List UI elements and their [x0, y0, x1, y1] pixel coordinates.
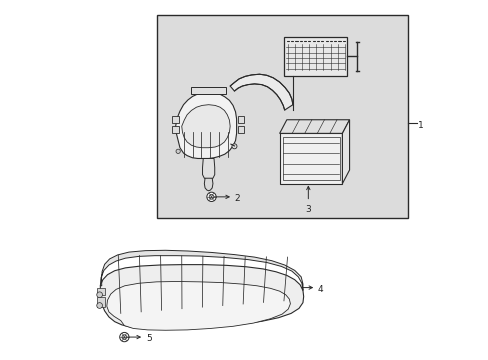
- FancyBboxPatch shape: [97, 297, 104, 307]
- Circle shape: [209, 194, 213, 199]
- FancyBboxPatch shape: [97, 288, 104, 296]
- Circle shape: [231, 144, 237, 149]
- FancyBboxPatch shape: [172, 126, 178, 134]
- Circle shape: [176, 149, 180, 153]
- Text: 2: 2: [234, 194, 240, 203]
- Circle shape: [97, 292, 102, 298]
- Text: 5: 5: [145, 334, 151, 343]
- FancyBboxPatch shape: [238, 116, 244, 123]
- Polygon shape: [175, 92, 236, 158]
- Polygon shape: [230, 74, 292, 110]
- Circle shape: [122, 335, 126, 339]
- Polygon shape: [100, 250, 303, 291]
- Polygon shape: [342, 120, 349, 184]
- Circle shape: [97, 303, 102, 309]
- Text: 3: 3: [305, 205, 310, 214]
- FancyBboxPatch shape: [172, 116, 178, 123]
- Circle shape: [120, 332, 129, 342]
- Text: 4: 4: [317, 284, 323, 293]
- Polygon shape: [204, 178, 212, 191]
- FancyBboxPatch shape: [279, 134, 342, 184]
- Polygon shape: [182, 105, 230, 148]
- FancyBboxPatch shape: [156, 15, 407, 218]
- Circle shape: [206, 192, 216, 202]
- Polygon shape: [100, 265, 303, 328]
- Polygon shape: [279, 120, 349, 134]
- FancyBboxPatch shape: [238, 126, 244, 134]
- FancyBboxPatch shape: [191, 87, 225, 94]
- Polygon shape: [202, 158, 214, 179]
- FancyBboxPatch shape: [284, 37, 346, 76]
- Text: 1: 1: [417, 121, 423, 130]
- Polygon shape: [106, 282, 290, 330]
